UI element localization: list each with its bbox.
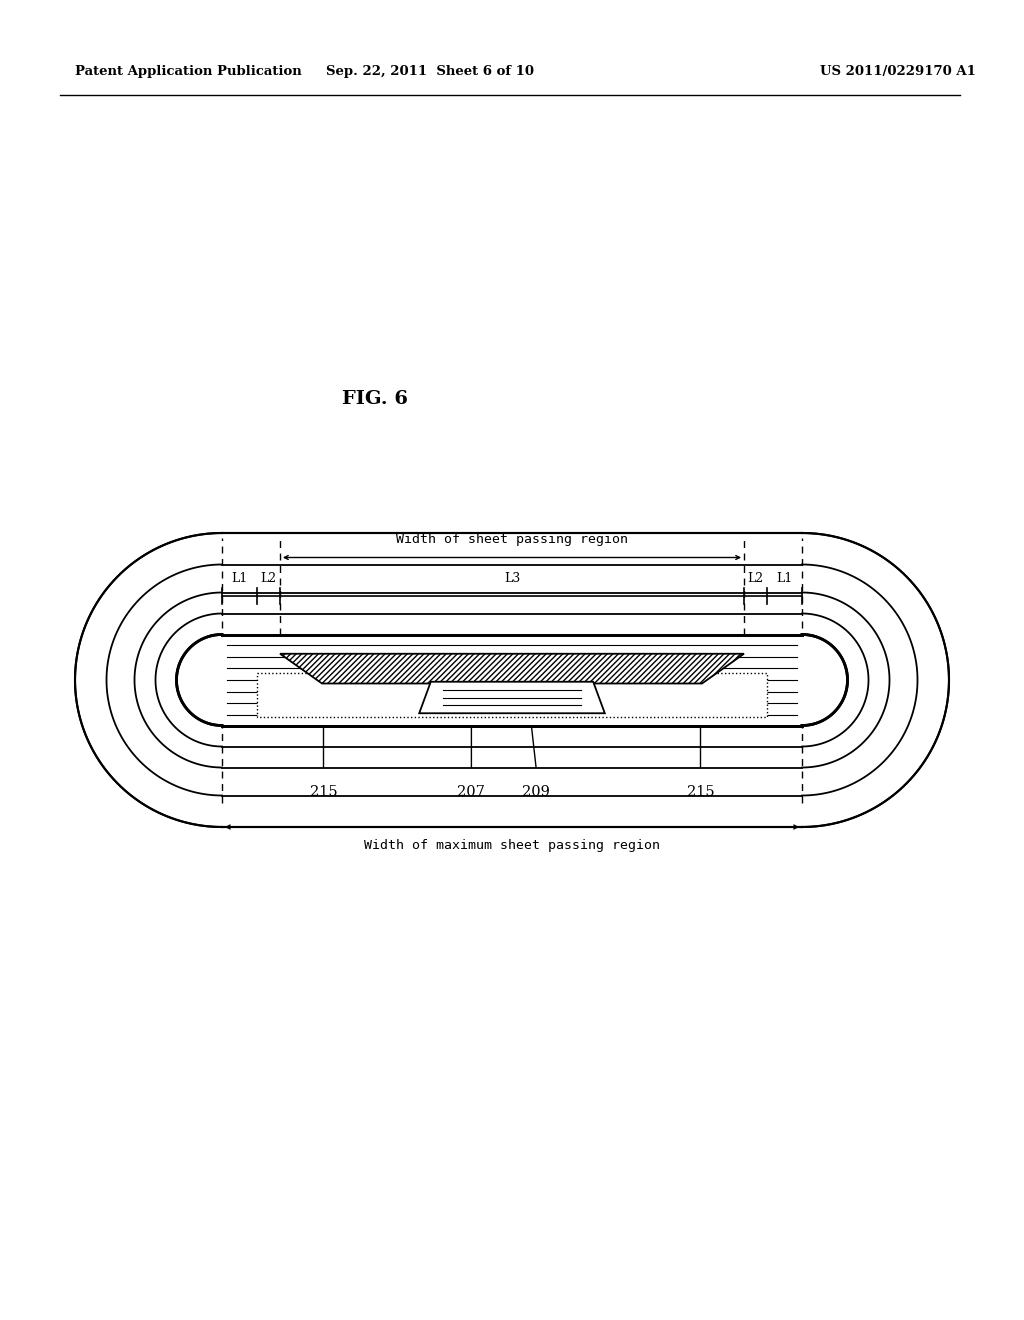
Text: Sep. 22, 2011  Sheet 6 of 10: Sep. 22, 2011 Sheet 6 of 10: [326, 65, 534, 78]
Text: Patent Application Publication: Patent Application Publication: [75, 65, 302, 78]
Text: Width of sheet passing region: Width of sheet passing region: [396, 532, 628, 545]
Text: 209: 209: [522, 785, 550, 799]
Text: US 2011/0229170 A1: US 2011/0229170 A1: [820, 65, 976, 78]
Polygon shape: [176, 635, 848, 726]
Text: 207: 207: [458, 785, 485, 799]
Text: Width of maximum sheet passing region: Width of maximum sheet passing region: [364, 840, 660, 851]
Polygon shape: [75, 533, 949, 828]
Polygon shape: [419, 681, 605, 713]
Polygon shape: [280, 653, 744, 684]
Text: FIG. 6: FIG. 6: [342, 389, 408, 408]
Text: L1: L1: [776, 572, 793, 585]
Text: 215: 215: [687, 785, 715, 799]
Text: L2: L2: [260, 572, 276, 585]
Polygon shape: [257, 673, 767, 717]
Text: 215: 215: [309, 785, 337, 799]
Text: L3: L3: [504, 572, 520, 585]
Text: L2: L2: [748, 572, 764, 585]
Text: L1: L1: [231, 572, 248, 585]
